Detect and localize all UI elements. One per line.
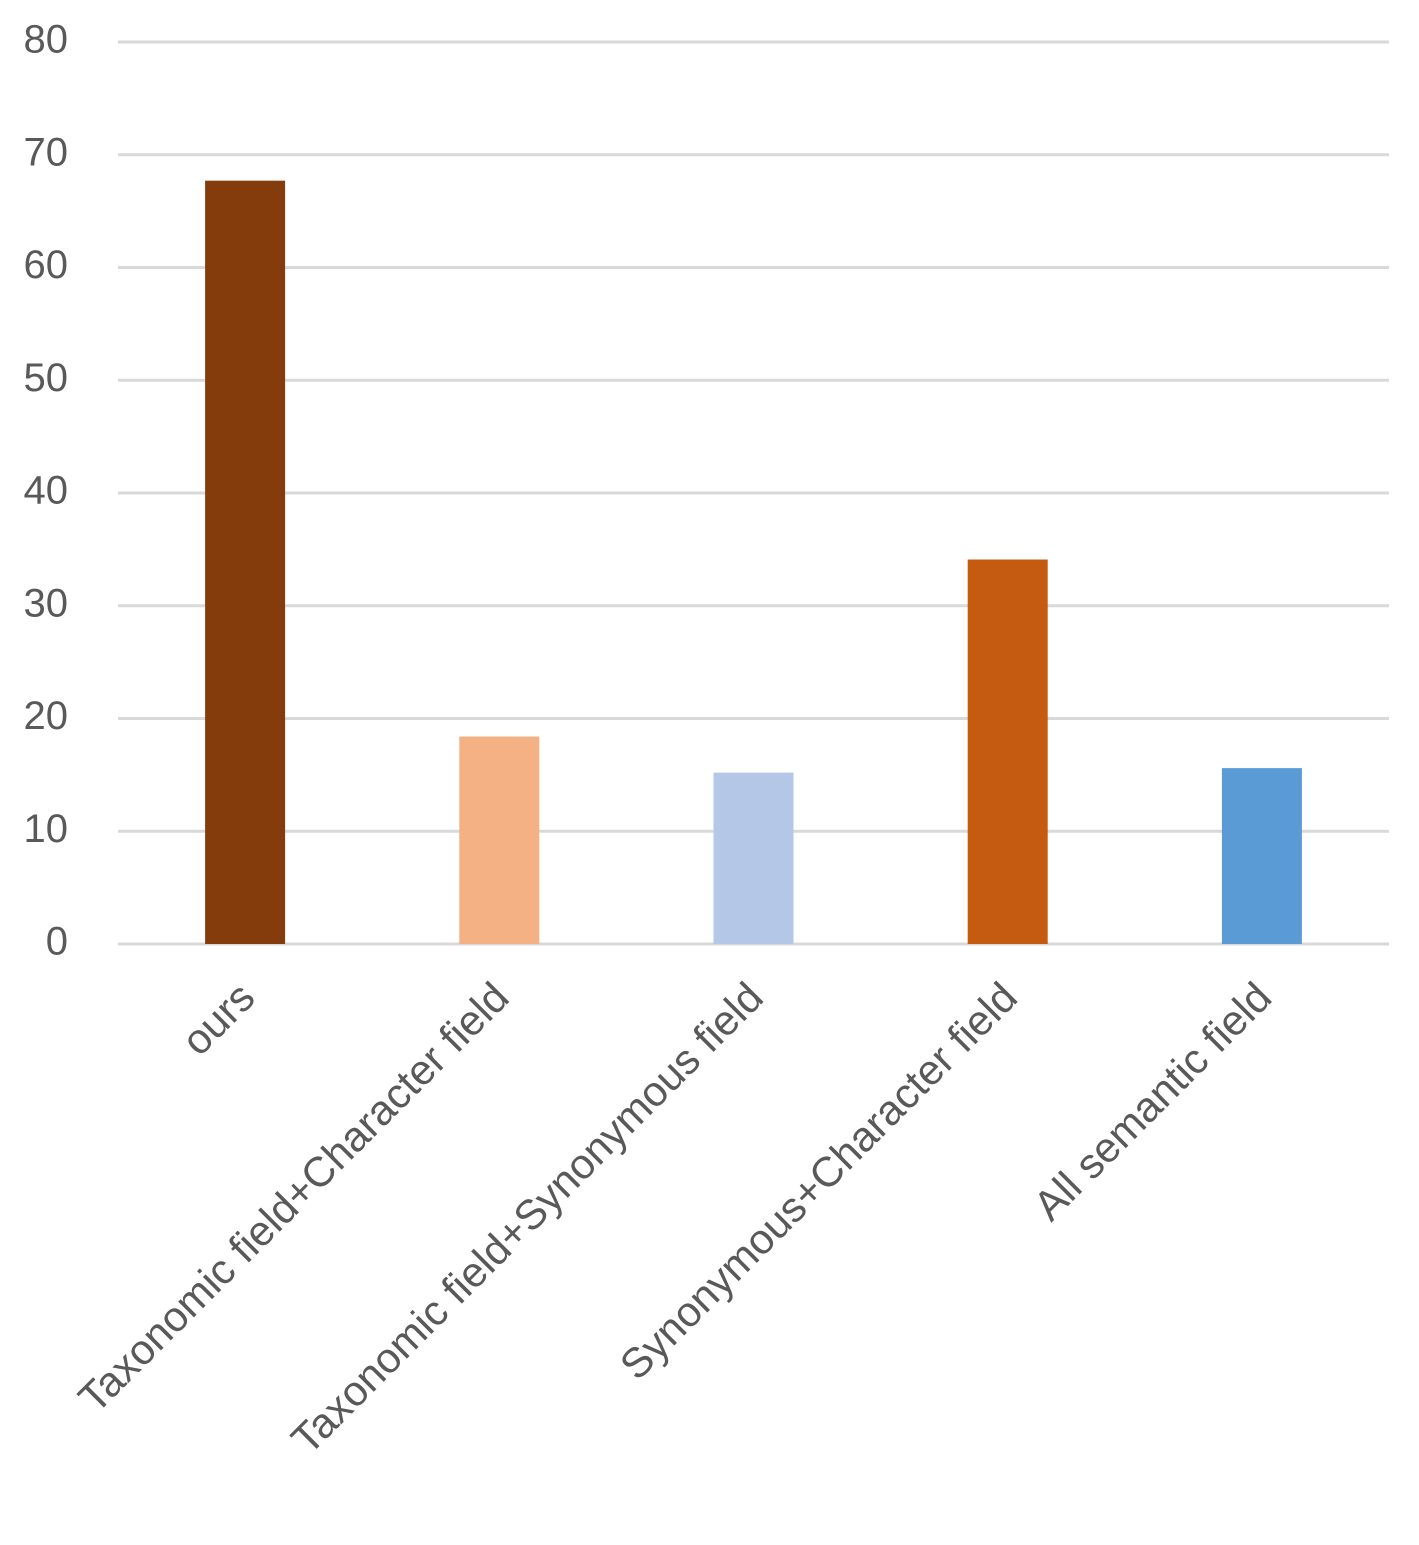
bar: [459, 736, 540, 944]
bar: [967, 559, 1048, 944]
y-tick-label: 20: [24, 694, 69, 738]
y-tick-label: 0: [46, 920, 68, 964]
x-tick-label: Synonymous+Character field: [611, 973, 1026, 1388]
x-tick-label: Taxonomic field+Synonymous field: [282, 973, 772, 1463]
y-tick-label: 60: [24, 243, 69, 287]
y-tick-label: 80: [24, 18, 69, 62]
bar: [205, 180, 286, 944]
x-tick-label: ours: [172, 973, 263, 1064]
y-tick-label: 70: [24, 130, 69, 174]
bar: [1221, 768, 1302, 944]
y-tick-label: 40: [24, 469, 69, 513]
bar: [713, 772, 794, 944]
y-tick-label: 30: [24, 581, 69, 625]
y-tick-label: 50: [24, 356, 69, 400]
x-tick-label: Taxonomic field+Character field: [69, 973, 517, 1421]
x-tick-label: All semantic field: [1024, 973, 1280, 1229]
y-tick-label: 10: [24, 807, 69, 851]
